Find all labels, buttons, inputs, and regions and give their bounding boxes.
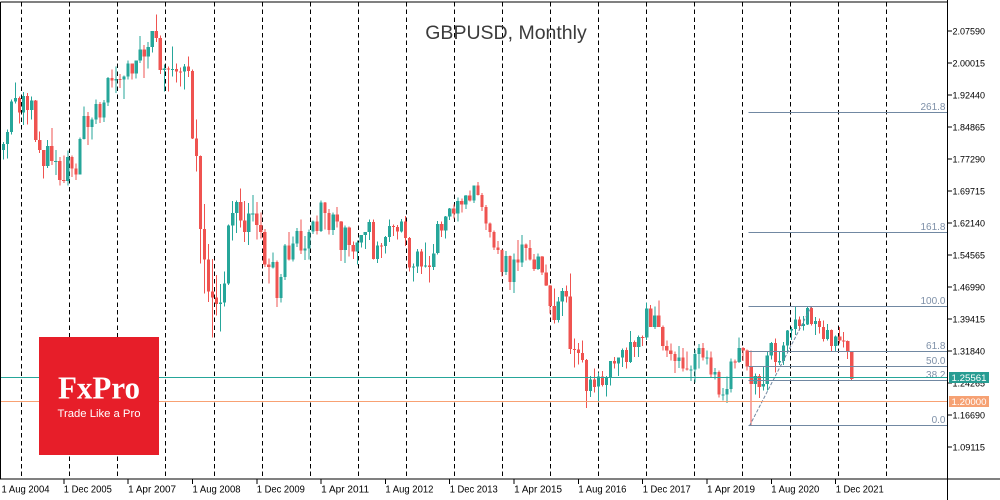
svg-text:FxPro: FxPro bbox=[58, 370, 140, 406]
svg-text:1.84865: 1.84865 bbox=[953, 123, 986, 134]
svg-text:1 Aug 2004: 1 Aug 2004 bbox=[2, 485, 51, 496]
svg-text:1 Dec 2013: 1 Dec 2013 bbox=[450, 485, 499, 496]
svg-text:1 Dec 2005: 1 Dec 2005 bbox=[64, 485, 113, 496]
svg-text:1.24265: 1.24265 bbox=[953, 379, 986, 390]
svg-text:1 Dec 2009: 1 Dec 2009 bbox=[257, 485, 305, 496]
svg-text:1 Aug 2020: 1 Aug 2020 bbox=[771, 485, 820, 496]
svg-text:1 Dec 2017: 1 Dec 2017 bbox=[643, 485, 691, 496]
svg-text:1 Apr 2011: 1 Apr 2011 bbox=[321, 485, 369, 496]
svg-text:261.8: 261.8 bbox=[920, 102, 945, 113]
svg-text:161.8: 161.8 bbox=[920, 222, 945, 233]
svg-text:1.25561: 1.25561 bbox=[952, 373, 987, 384]
svg-text:1.16690: 1.16690 bbox=[953, 411, 986, 422]
svg-text:0.0: 0.0 bbox=[932, 415, 946, 426]
svg-text:2.00015: 2.00015 bbox=[953, 59, 986, 70]
svg-text:1.69715: 1.69715 bbox=[953, 187, 986, 198]
svg-text:1.09115: 1.09115 bbox=[953, 443, 986, 454]
svg-text:1 Apr 2019: 1 Apr 2019 bbox=[707, 485, 755, 496]
svg-text:1 Dec 2021: 1 Dec 2021 bbox=[836, 485, 884, 496]
svg-text:1.31840: 1.31840 bbox=[953, 347, 986, 358]
svg-text:1.46990: 1.46990 bbox=[953, 283, 986, 294]
svg-text:1.20000: 1.20000 bbox=[952, 397, 987, 408]
svg-text:1 Apr 2007: 1 Apr 2007 bbox=[128, 485, 176, 496]
svg-text:100.0: 100.0 bbox=[920, 296, 945, 307]
svg-text:Trade Like a Pro: Trade Like a Pro bbox=[58, 408, 141, 420]
svg-text:2.07590: 2.07590 bbox=[953, 27, 986, 38]
svg-text:1.77290: 1.77290 bbox=[953, 155, 986, 166]
svg-text:1.39415: 1.39415 bbox=[953, 315, 986, 326]
svg-text:1.62140: 1.62140 bbox=[953, 219, 986, 230]
svg-text:1 Aug 2016: 1 Aug 2016 bbox=[578, 485, 627, 496]
svg-text:50.0: 50.0 bbox=[926, 356, 946, 367]
svg-text:1.54565: 1.54565 bbox=[953, 251, 986, 262]
svg-text:1 Aug 2008: 1 Aug 2008 bbox=[193, 485, 242, 496]
svg-text:1 Aug 2012: 1 Aug 2012 bbox=[385, 485, 433, 496]
svg-text:38.2: 38.2 bbox=[926, 370, 946, 381]
svg-text:61.8: 61.8 bbox=[926, 341, 946, 352]
svg-text:GBPUSD, Monthly: GBPUSD, Monthly bbox=[425, 22, 587, 44]
svg-text:1.92440: 1.92440 bbox=[953, 91, 986, 102]
svg-text:1 Apr 2015: 1 Apr 2015 bbox=[514, 485, 563, 496]
